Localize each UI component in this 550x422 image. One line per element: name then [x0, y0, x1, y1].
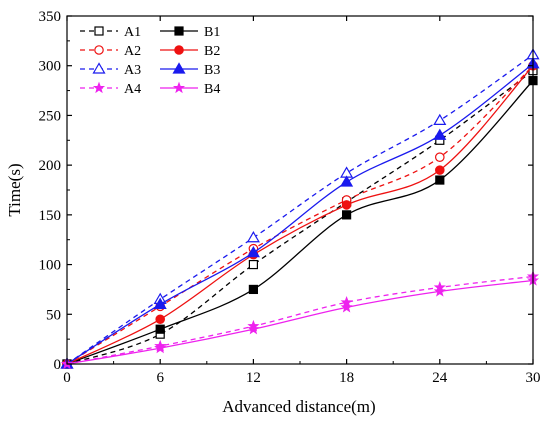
legend-marker: [94, 45, 104, 55]
y-tick-label: 50: [46, 307, 61, 323]
legend-marker: [92, 81, 106, 94]
series-line-A4: [66, 275, 534, 365]
data-point-B3: [433, 128, 447, 140]
y-tick-label: 150: [39, 208, 62, 224]
data-point-A1: [248, 259, 258, 270]
data-point-B1: [248, 284, 258, 295]
series-A2: [62, 60, 538, 369]
data-point-B2: [434, 165, 445, 175]
legend-marker: [92, 62, 106, 74]
data-point-B1: [155, 324, 165, 334]
legend-label: B2: [204, 44, 220, 59]
legend-marker: [94, 26, 104, 36]
series-layer: [60, 48, 540, 370]
x-tick-label: 12: [246, 370, 261, 386]
legend-label: B4: [204, 82, 220, 97]
data-point-B3: [340, 175, 354, 187]
series-line-B2: [66, 65, 534, 365]
series-B2: [62, 60, 538, 369]
x-tick-label: 0: [63, 370, 71, 386]
legend-item-B1: B1: [160, 25, 220, 40]
y-tick-label: 250: [39, 108, 62, 124]
data-point-B3: [246, 245, 260, 258]
data-point-B4: [247, 322, 260, 335]
y-axis-label: Time(s): [5, 163, 24, 216]
y-tick-label: 350: [39, 9, 62, 25]
data-point-B2: [341, 200, 352, 210]
data-point-A3: [433, 113, 447, 126]
y-tick-label: 300: [39, 59, 62, 75]
legend-label: A2: [124, 44, 141, 59]
x-tick-label: 24: [432, 370, 448, 386]
data-point-B4: [433, 285, 446, 297]
legend-marker: [174, 45, 184, 55]
legend-item-A1: A1: [80, 25, 141, 40]
legend-item-B4: B4: [160, 81, 220, 97]
legend-label: B1: [204, 25, 220, 40]
y-tick-label: 200: [39, 158, 62, 174]
legend-marker: [172, 81, 186, 94]
data-point-A2: [434, 152, 445, 162]
legend-label: A3: [124, 63, 141, 78]
data-point-B4: [154, 341, 167, 354]
data-point-B1: [342, 210, 352, 220]
legend-marker: [174, 26, 184, 36]
legend-item-A2: A2: [80, 44, 141, 59]
data-point-A3: [246, 231, 260, 243]
legend-item-B3: B3: [160, 62, 220, 78]
series-line-B4: [66, 279, 534, 365]
series-line-B3: [66, 63, 534, 365]
legend-item-A4: A4: [80, 81, 141, 97]
data-point-B3: [153, 297, 167, 309]
series-A4: [60, 270, 540, 370]
legend-label: A1: [124, 25, 141, 40]
series-A3: [60, 48, 540, 369]
legend-item-A3: A3: [80, 62, 141, 78]
series-line-A3: [66, 54, 534, 365]
data-point-B4: [340, 300, 353, 313]
legend-item-B2: B2: [160, 44, 220, 59]
series-B3: [60, 57, 540, 369]
x-tick-label: 18: [339, 370, 354, 386]
series-B1: [62, 76, 538, 369]
x-tick-label: 30: [526, 370, 541, 386]
legend-label: A4: [124, 82, 141, 97]
legend-marker: [172, 62, 186, 74]
data-point-B2: [155, 314, 165, 325]
y-tick-label: 100: [39, 258, 62, 274]
series-line-A2: [66, 65, 534, 365]
data-point-B1: [435, 175, 445, 185]
y-tick-label: 0: [54, 357, 62, 373]
legend: A1 A2 A3 A4 B1 B2 B3 B4: [80, 25, 220, 97]
legend-label: B3: [204, 63, 220, 78]
x-axis-label: Advanced distance(m): [222, 397, 375, 416]
x-tick-label: 6: [156, 370, 164, 386]
